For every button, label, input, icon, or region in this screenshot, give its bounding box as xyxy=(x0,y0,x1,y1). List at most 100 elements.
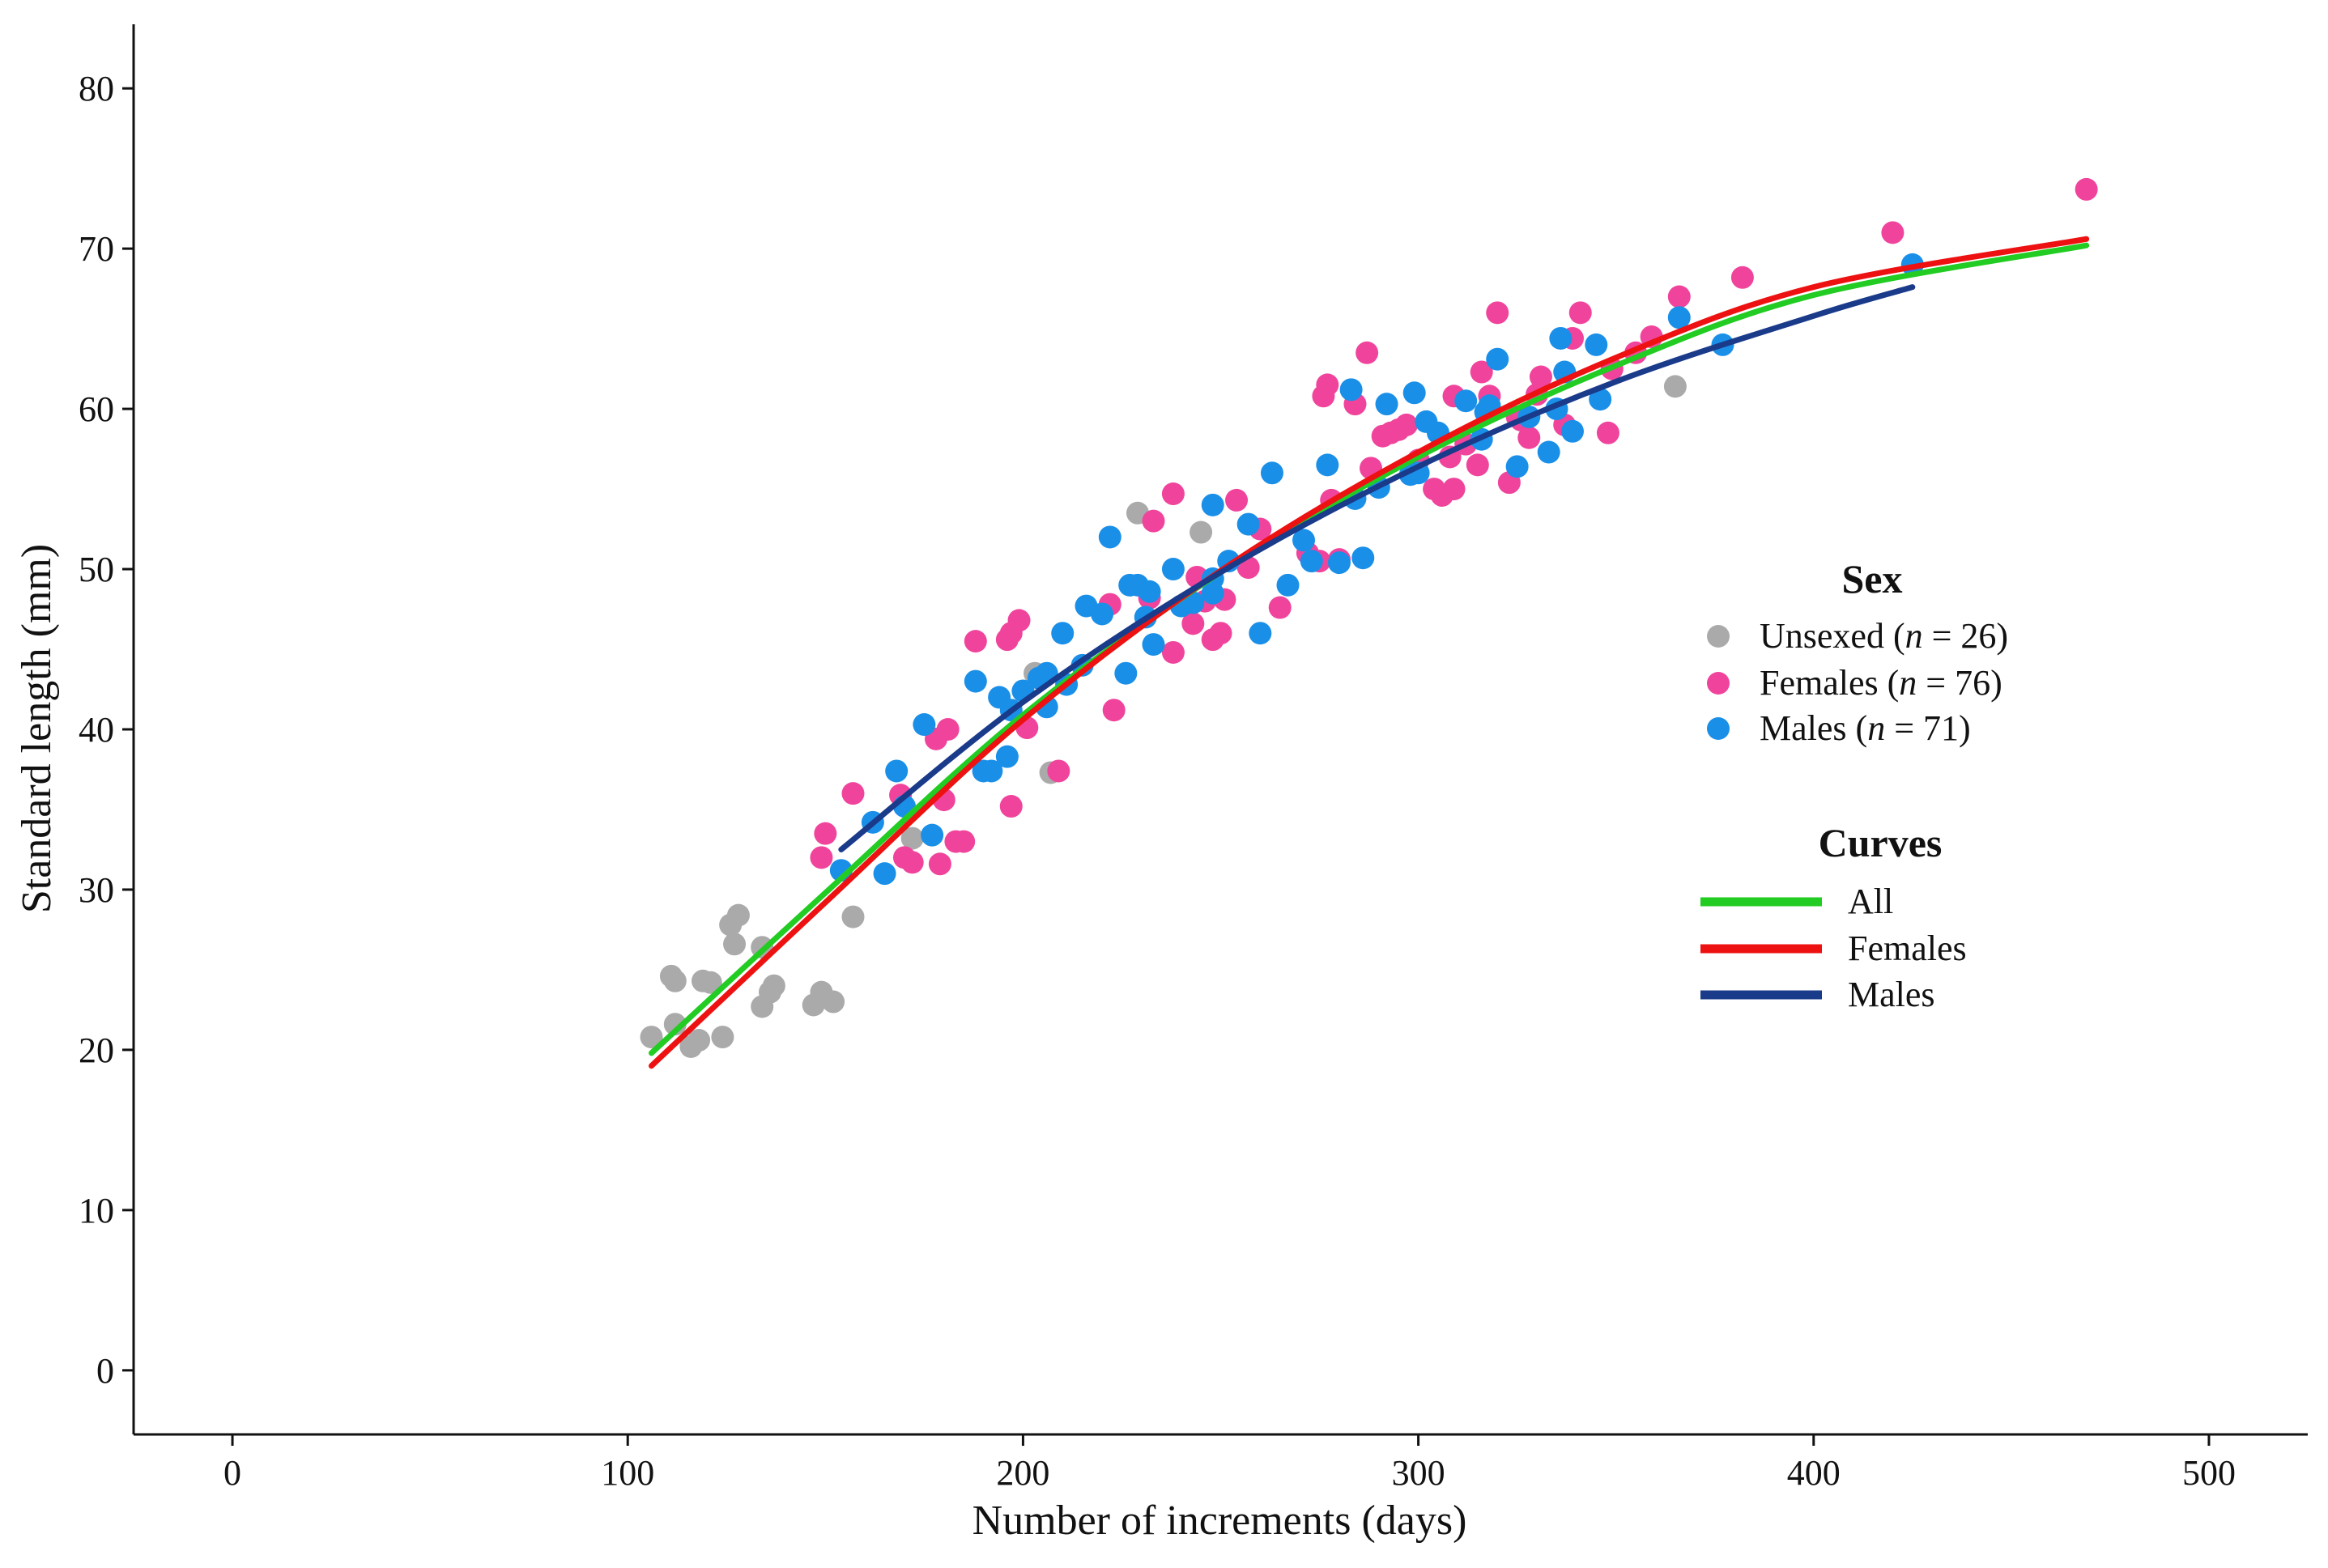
point-females xyxy=(1102,699,1126,722)
legend-label: Unsexed (n = 26) xyxy=(1760,616,2008,656)
y-tick-label: 0 xyxy=(96,1351,114,1391)
legend-label: Females xyxy=(1848,928,1967,968)
point-males xyxy=(1098,525,1121,549)
x-tick-label: 100 xyxy=(601,1453,654,1493)
point-females xyxy=(1356,341,1379,364)
point-unsexed xyxy=(663,969,687,992)
x-axis-title: Number of increments (days) xyxy=(972,1498,1467,1544)
point-males xyxy=(1051,622,1075,645)
y-tick-label: 50 xyxy=(79,550,114,589)
point-males xyxy=(1091,602,1114,626)
legend-marker xyxy=(1707,625,1730,648)
legend: Sex Unsexed (n = 26) Females (n = 76) Males… xyxy=(1700,556,2008,1014)
point-males xyxy=(1560,419,1584,443)
point-females xyxy=(1881,221,1905,244)
point-unsexed xyxy=(726,903,750,927)
point-females xyxy=(2075,177,2098,201)
point-males xyxy=(1260,461,1283,485)
point-females xyxy=(1517,426,1541,449)
point-unsexed xyxy=(663,1013,687,1036)
y-tick-label: 80 xyxy=(79,69,114,108)
point-males xyxy=(1327,551,1351,575)
legend-label: All xyxy=(1848,882,1893,921)
point-unsexed xyxy=(841,905,865,928)
point-females xyxy=(1470,360,1493,384)
point-males xyxy=(873,862,896,886)
point-females xyxy=(1730,266,1754,289)
point-males xyxy=(921,823,944,847)
point-females xyxy=(1568,301,1592,325)
point-unsexed xyxy=(723,933,747,956)
x-tick-label: 0 xyxy=(223,1453,241,1493)
y-tick-label: 10 xyxy=(79,1191,114,1230)
point-males xyxy=(1339,378,1363,402)
point-males xyxy=(1161,558,1185,581)
point-males xyxy=(1201,493,1224,516)
point-males xyxy=(913,713,936,737)
point-females xyxy=(1181,612,1205,635)
point-females xyxy=(1209,622,1232,645)
point-females xyxy=(1442,478,1466,501)
point-males xyxy=(1249,622,1272,645)
point-males xyxy=(1402,381,1426,405)
point-males xyxy=(1316,453,1339,477)
point-females xyxy=(936,718,960,741)
point-unsexed xyxy=(762,974,785,997)
point-females xyxy=(1007,609,1031,632)
point-males xyxy=(995,745,1019,768)
point-females xyxy=(1225,488,1249,512)
point-males xyxy=(1300,550,1323,573)
point-females xyxy=(1142,509,1165,533)
y-axis-title: Standard length (mm) xyxy=(14,544,60,913)
point-females xyxy=(952,830,976,853)
point-males xyxy=(980,759,1003,783)
point-females xyxy=(841,782,865,805)
point-females xyxy=(810,846,833,869)
x-tick-label: 300 xyxy=(1392,1453,1445,1493)
point-females xyxy=(1394,413,1418,436)
axes: 0 100 200 300 400 500 0 10 20 30 40 50 60 70 80 xyxy=(79,24,2308,1493)
point-males xyxy=(1667,306,1691,329)
point-males xyxy=(1589,388,1612,411)
point-males xyxy=(1201,581,1224,605)
point-males xyxy=(1292,529,1316,552)
point-unsexed xyxy=(687,1029,711,1052)
point-unsexed xyxy=(699,971,722,994)
point-males xyxy=(885,759,909,783)
point-females xyxy=(1047,759,1070,783)
legend-label: Males xyxy=(1848,975,1935,1014)
point-females xyxy=(1466,453,1489,477)
y-tick-label: 40 xyxy=(79,710,114,750)
x-tick-label: 400 xyxy=(1787,1453,1841,1493)
point-females xyxy=(999,795,1023,818)
point-females xyxy=(928,852,951,876)
point-males xyxy=(1138,580,1161,603)
legend-title-sex: Sex xyxy=(1842,556,1903,601)
point-males xyxy=(1276,573,1300,597)
point-females xyxy=(814,822,837,845)
x-tick-label: 500 xyxy=(2182,1453,2236,1493)
point-females xyxy=(1161,640,1185,664)
point-females xyxy=(1161,482,1185,506)
point-males xyxy=(1505,455,1529,478)
point-unsexed xyxy=(1663,375,1687,398)
point-females xyxy=(1529,365,1552,389)
x-tick-label: 200 xyxy=(996,1453,1049,1493)
point-unsexed xyxy=(711,1026,734,1049)
legend-label: Males (n = 71) xyxy=(1760,708,1971,748)
point-females xyxy=(1268,596,1292,619)
point-unsexed xyxy=(1190,521,1213,544)
point-males xyxy=(1585,333,1608,356)
point-unsexed xyxy=(900,826,924,850)
point-males xyxy=(1549,326,1573,350)
point-males xyxy=(1375,393,1398,416)
point-females xyxy=(1667,285,1691,308)
point-females xyxy=(900,851,924,874)
point-females xyxy=(1596,421,1619,444)
point-females xyxy=(1486,301,1509,325)
legend-marker xyxy=(1707,672,1730,695)
curve-females-curve xyxy=(649,236,2090,1069)
point-males xyxy=(1351,546,1375,570)
point-females xyxy=(964,630,987,653)
